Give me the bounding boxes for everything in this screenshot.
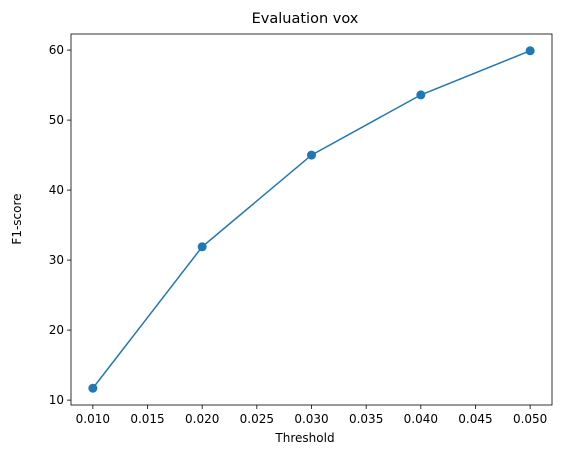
x-tick-label: 0.030 xyxy=(294,412,328,426)
y-axis-label: F1-score xyxy=(10,193,24,244)
y-tick-label: 20 xyxy=(49,323,64,337)
chart-title: Evaluation vox xyxy=(252,11,359,27)
y-tick-label: 10 xyxy=(49,393,64,407)
x-tick-label: 0.045 xyxy=(458,412,492,426)
data-point xyxy=(525,46,535,56)
y-tick-label: 60 xyxy=(49,43,64,57)
plot-area: 0.010 0.015 0.020 0.025 0.030 0.035 0.040 0.045… xyxy=(49,33,553,426)
x-tick-label: 0.050 xyxy=(513,412,547,426)
x-tick-label: 0.015 xyxy=(130,412,164,426)
data-point xyxy=(88,383,98,393)
x-tick-label: 0.025 xyxy=(240,412,274,426)
x-axis-label: Threshold xyxy=(274,431,334,445)
y-axis: 10 20 30 40 50 60 xyxy=(49,43,71,407)
y-tick-label: 30 xyxy=(49,253,64,267)
x-tick-label: 0.035 xyxy=(349,412,383,426)
x-tick-label: 0.010 xyxy=(76,412,110,426)
data-point xyxy=(416,90,426,100)
data-point xyxy=(307,150,316,160)
data-point xyxy=(197,242,207,252)
y-tick-label: 50 xyxy=(49,113,64,127)
x-axis: 0.010 0.015 0.020 0.025 0.030 0.035 0.040 0.045… xyxy=(76,405,547,426)
x-tick-label: 0.020 xyxy=(185,412,219,426)
y-tick-label: 40 xyxy=(49,183,64,197)
x-tick-label: 0.040 xyxy=(404,412,438,426)
series-points xyxy=(88,46,535,393)
